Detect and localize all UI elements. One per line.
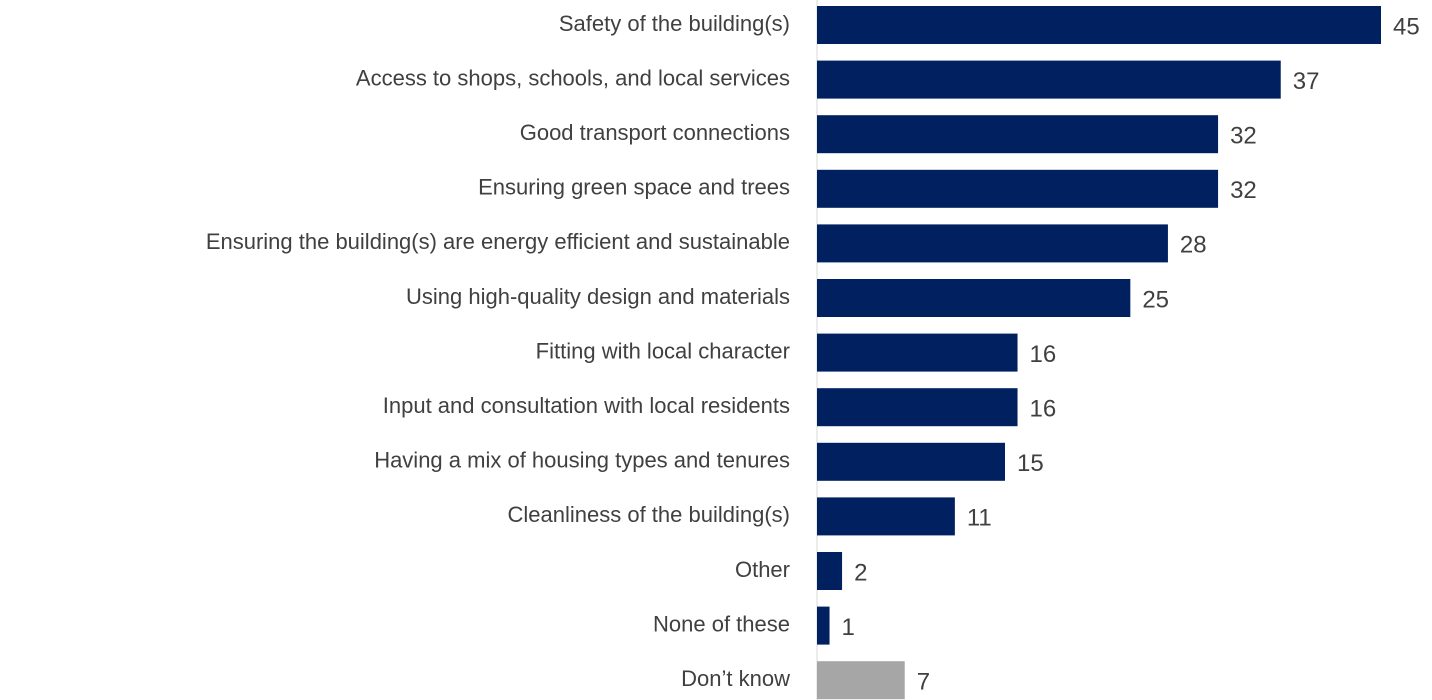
- value-label: 25: [1142, 286, 1169, 313]
- value-label: 45: [1393, 13, 1420, 40]
- value-label: 1: [842, 614, 855, 641]
- value-label: 37: [1293, 68, 1320, 95]
- bar: [817, 333, 1018, 372]
- bar: [817, 606, 830, 645]
- category-label: Cleanliness of the building(s): [508, 502, 791, 527]
- bar: [817, 279, 1131, 317]
- value-label: 11: [967, 505, 992, 532]
- bar: [817, 6, 1381, 44]
- bar: [817, 115, 1219, 154]
- bar: [817, 661, 905, 700]
- bar: [817, 224, 1168, 263]
- value-label: 16: [1030, 396, 1057, 423]
- value-label: 2: [854, 559, 867, 586]
- category-label: None of these: [653, 611, 790, 636]
- bar: [817, 169, 1219, 208]
- value-label: 7: [917, 669, 930, 696]
- bar: [817, 60, 1281, 99]
- category-label: Safety of the building(s): [559, 11, 790, 36]
- value-label: 28: [1180, 232, 1207, 259]
- category-label: Input and consultation with local reside…: [383, 393, 790, 418]
- category-label: Access to shops, schools, and local serv…: [356, 65, 790, 90]
- category-label: Good transport connections: [520, 120, 790, 145]
- category-label: Fitting with local character: [536, 338, 790, 363]
- bar: [817, 442, 1005, 481]
- bar: [817, 497, 955, 536]
- value-label: 16: [1030, 341, 1057, 368]
- category-label: Having a mix of housing types and tenure…: [374, 448, 790, 473]
- category-label: Using high-quality design and materials: [406, 284, 790, 309]
- value-label: 32: [1230, 123, 1257, 150]
- bar: [817, 552, 843, 590]
- value-label: 15: [1017, 450, 1044, 477]
- bar: [817, 388, 1018, 427]
- value-label: 32: [1230, 177, 1257, 204]
- category-label: Ensuring the building(s) are energy effi…: [206, 229, 790, 254]
- category-label: Ensuring green space and trees: [478, 175, 790, 200]
- category-label: Don’t know: [681, 666, 790, 691]
- category-label: Other: [735, 557, 790, 582]
